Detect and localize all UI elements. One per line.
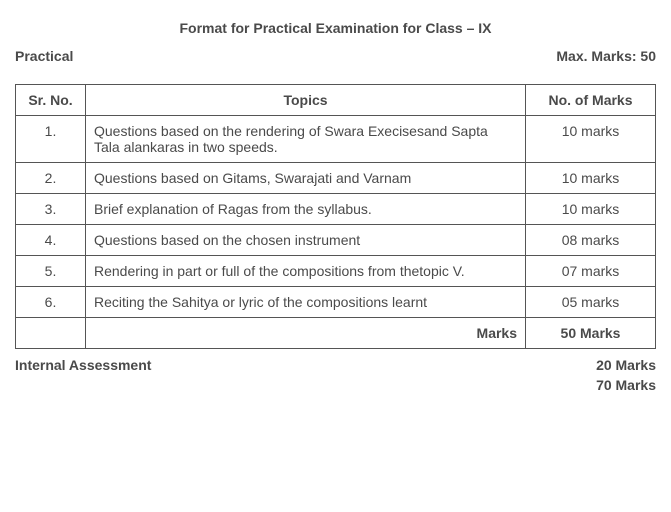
cell-topic: Questions based on the rendering of Swar… [86,116,526,163]
cell-topic: Questions based on the chosen instrument [86,225,526,256]
grand-total-marks: 70 Marks [596,377,656,393]
table-row: 1. Questions based on the rendering of S… [16,116,656,163]
cell-marks: 05 marks [526,287,656,318]
cell-marks: 10 marks [526,194,656,225]
cell-srno: 6. [16,287,86,318]
cell-marks: 10 marks [526,116,656,163]
cell-marks: 08 marks [526,225,656,256]
table-row: 3. Brief explanation of Ragas from the s… [16,194,656,225]
cell-srno: 5. [16,256,86,287]
table-header-row: Sr. No. Topics No. of Marks [16,85,656,116]
th-topics: Topics [86,85,526,116]
cell-marks: 07 marks [526,256,656,287]
header-row: Practical Max. Marks: 50 [15,48,656,64]
cell-topic: Brief explanation of Ragas from the syll… [86,194,526,225]
th-marks: No. of Marks [526,85,656,116]
cell-srno: 1. [16,116,86,163]
cell-srno: 2. [16,163,86,194]
th-srno: Sr. No. [16,85,86,116]
cell-topic: Questions based on Gitams, Swarajati and… [86,163,526,194]
table-row: 2. Questions based on Gitams, Swarajati … [16,163,656,194]
header-right: Max. Marks: 50 [556,48,656,64]
cell-topic: Rendering in part or full of the composi… [86,256,526,287]
cell-marks: 10 marks [526,163,656,194]
table-row: 6. Reciting the Sahitya or lyric of the … [16,287,656,318]
cell-srno: 3. [16,194,86,225]
internal-assessment-label: Internal Assessment [15,357,151,373]
cell-srno: 4. [16,225,86,256]
table-footer-row: Marks 50 Marks [16,318,656,349]
page-title: Format for Practical Examination for Cla… [15,20,656,36]
internal-assessment-marks: 20 Marks [596,357,656,373]
cell-marks-total: 50 Marks [526,318,656,349]
marks-table: Sr. No. Topics No. of Marks 1. Questions… [15,84,656,349]
table-row: 5. Rendering in part or full of the comp… [16,256,656,287]
footer-row-1: Internal Assessment 20 Marks [15,357,656,373]
header-left: Practical [15,48,73,64]
cell-topic: Reciting the Sahitya or lyric of the com… [86,287,526,318]
footer-row-2: 70 Marks [15,377,656,393]
cell-marks-label: Marks [86,318,526,349]
table-row: 4. Questions based on the chosen instrum… [16,225,656,256]
cell-empty [16,318,86,349]
